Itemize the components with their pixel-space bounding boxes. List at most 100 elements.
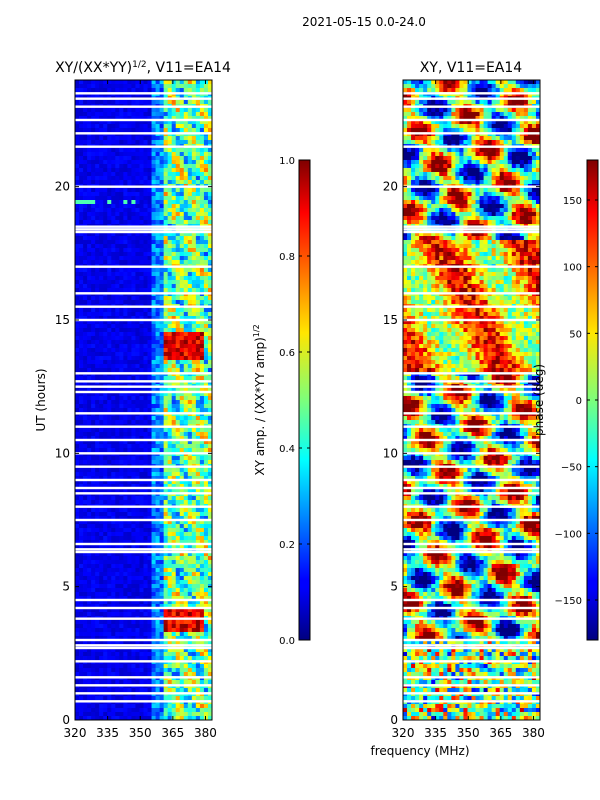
amplitude-heatmap-cell xyxy=(99,100,104,105)
amplitude-heatmap-cell xyxy=(131,524,136,529)
amplitude-heatmap-cell xyxy=(143,328,148,333)
amplitude-heatmap-cell xyxy=(91,496,96,501)
amplitude-heatmap-cell xyxy=(195,516,201,521)
amplitude-heatmap-cell xyxy=(203,488,209,493)
amplitude-heatmap-cell xyxy=(91,456,96,461)
amplitude-heatmap-cell xyxy=(83,392,88,397)
amplitude-heatmap-cell xyxy=(139,588,144,593)
amplitude-heatmap-cell xyxy=(175,100,181,105)
amplitude-heatmap-cell xyxy=(207,404,213,409)
amplitude-heatmap-cell xyxy=(119,108,124,113)
amplitude-heatmap-cell xyxy=(191,448,197,453)
amplitude-heatmap-cell xyxy=(179,316,185,321)
amplitude-heatmap-cell xyxy=(187,404,193,409)
amplitude-heatmap-cell xyxy=(147,496,152,501)
amplitude-heatmap-cell xyxy=(155,440,161,445)
amplitude-heatmap-cell xyxy=(147,460,152,465)
amplitude-heatmap-cell xyxy=(75,604,80,609)
amplitude-heatmap-cell xyxy=(175,656,181,661)
amplitude-heatmap-cell xyxy=(179,640,185,645)
amplitude-heatmap-cell xyxy=(207,440,213,445)
amplitude-heatmap-cell xyxy=(91,296,96,301)
amplitude-heatmap-cell xyxy=(167,156,173,161)
amplitude-heatmap-cell xyxy=(207,80,213,85)
amplitude-heatmap-cell xyxy=(99,632,104,637)
amplitude-heatmap-cell xyxy=(179,320,185,325)
amplitude-heatmap-cell xyxy=(99,352,104,357)
amplitude-heatmap-cell xyxy=(123,396,128,401)
amplitude-heatmap-cell xyxy=(83,100,88,105)
amplitude-heatmap-cell xyxy=(159,276,165,281)
amplitude-heatmap-cell xyxy=(119,208,124,213)
amplitude-heatmap-cell xyxy=(191,564,197,569)
amplitude-heatmap-cell xyxy=(179,84,185,89)
amplitude-heatmap-cell xyxy=(107,200,112,205)
amplitude-heatmap-cell xyxy=(131,128,136,133)
amplitude-heatmap-cell xyxy=(95,284,100,289)
amplitude-heatmap-cell xyxy=(127,212,132,217)
amplitude-heatmap-cell xyxy=(159,608,165,613)
amplitude-heatmap-cell xyxy=(139,252,144,257)
amplitude-heatmap-cell xyxy=(203,652,209,657)
amplitude-heatmap-cell xyxy=(95,328,100,333)
amplitude-heatmap-cell xyxy=(195,124,201,129)
amplitude-heatmap-cell xyxy=(199,632,205,637)
amplitude-heatmap-cell xyxy=(79,500,84,505)
amplitude-heatmap-cell xyxy=(103,648,108,653)
amplitude-heatmap-cell xyxy=(207,612,213,617)
amplitude-heatmap-cell xyxy=(203,332,209,337)
amplitude-heatmap-cell xyxy=(139,204,144,209)
amplitude-heatmap-cell xyxy=(143,420,148,425)
amplitude-heatmap-cell xyxy=(147,124,152,129)
amplitude-heatmap-cell xyxy=(167,396,173,401)
amplitude-heatmap-cell xyxy=(83,116,88,121)
amplitude-heatmap-cell xyxy=(191,528,197,533)
amplitude-heatmap-cell xyxy=(195,332,201,337)
amplitude-heatmap-cell xyxy=(83,312,88,317)
amplitude-heatmap-cell xyxy=(143,400,148,405)
amplitude-heatmap-cell xyxy=(167,512,173,517)
amplitude-heatmap-cell xyxy=(163,196,169,201)
amplitude-heatmap-cell xyxy=(91,128,96,133)
amplitude-heatmap-cell xyxy=(83,204,88,209)
amplitude-heatmap-cell xyxy=(107,632,112,637)
amplitude-heatmap-cell xyxy=(83,156,88,161)
amplitude-heatmap-cell xyxy=(79,472,84,477)
amplitude-heatmap-cell xyxy=(159,456,165,461)
amplitude-heatmap-cell xyxy=(119,396,124,401)
amplitude-heatmap-cell xyxy=(155,136,161,141)
amplitude-heatmap-cell xyxy=(195,268,201,273)
amplitude-heatmap-cell xyxy=(195,352,201,357)
amplitude-heatmap-cell xyxy=(91,480,96,485)
amplitude-heatmap-cell xyxy=(199,136,205,141)
amplitude-heatmap-cell xyxy=(127,300,132,305)
amplitude-heatmap-cell xyxy=(91,652,96,657)
amplitude-heatmap-cell xyxy=(135,568,140,573)
amplitude-heatmap-cell xyxy=(151,272,156,277)
amplitude-heatmap-cell xyxy=(107,456,112,461)
amplitude-heatmap-cell xyxy=(111,356,116,361)
amplitude-heatmap-cell xyxy=(183,652,189,657)
amplitude-heatmap-cell xyxy=(79,296,84,301)
amplitude-heatmap-cell xyxy=(183,400,189,405)
amplitude-heatmap-cell xyxy=(107,428,112,433)
amplitude-heatmap-cell xyxy=(127,524,132,529)
amplitude-heatmap-cell xyxy=(75,176,80,181)
amplitude-heatmap-cell xyxy=(147,80,152,85)
amplitude-heatmap-cell xyxy=(187,484,193,489)
amplitude-heatmap-cell xyxy=(203,352,209,357)
amplitude-heatmap-cell xyxy=(127,632,132,637)
amplitude-heatmap-cell xyxy=(183,576,189,581)
amplitude-heatmap-cell xyxy=(123,356,128,361)
amplitude-heatmap-cell xyxy=(151,580,156,585)
amplitude-heatmap-cell xyxy=(99,436,104,441)
amplitude-heatmap-cell xyxy=(179,488,185,493)
amplitude-heatmap-cell xyxy=(103,268,108,273)
amplitude-heatmap-cell xyxy=(199,332,205,337)
amplitude-heatmap-cell xyxy=(107,108,112,113)
amplitude-heatmap-cell xyxy=(143,204,148,209)
amplitude-heatmap-cell xyxy=(119,512,124,517)
amplitude-heatmap-cell xyxy=(175,112,181,117)
amplitude-heatmap-cell xyxy=(139,164,144,169)
amplitude-heatmap-cell xyxy=(207,420,213,425)
